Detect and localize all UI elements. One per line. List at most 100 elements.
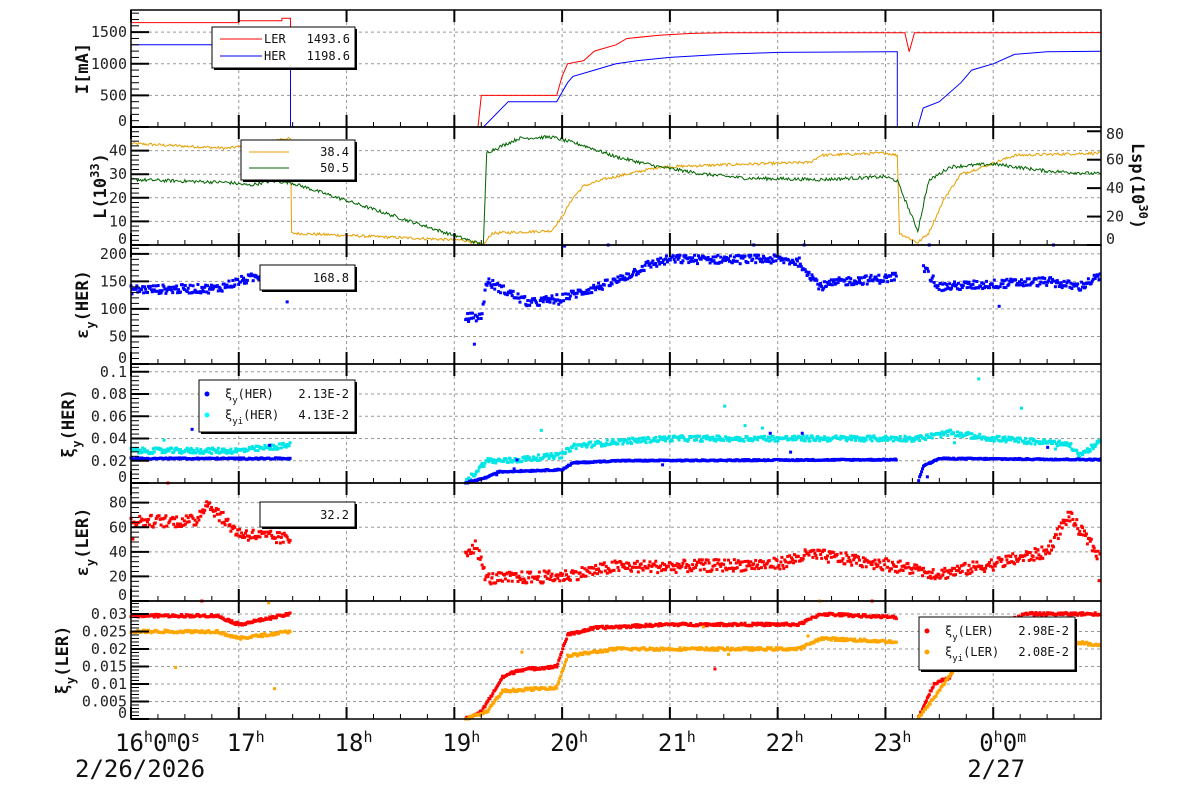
data-point	[871, 279, 875, 283]
data-point	[560, 670, 564, 674]
data-point	[634, 625, 638, 629]
data-point	[1067, 515, 1071, 519]
data-point	[275, 541, 278, 545]
data-point	[1089, 537, 1093, 541]
data-point	[1000, 439, 1004, 443]
data-point	[547, 687, 551, 691]
data-point	[859, 276, 863, 280]
data-point	[739, 569, 743, 573]
data-point	[603, 627, 607, 631]
data-point	[514, 469, 518, 473]
data-point	[724, 258, 728, 262]
data-point	[1014, 554, 1018, 558]
legend-box	[259, 264, 356, 291]
data-point	[249, 536, 253, 540]
data-point	[159, 447, 163, 451]
data-point	[616, 275, 620, 279]
data-point	[206, 284, 210, 288]
data-point	[528, 303, 532, 307]
data-point	[1083, 285, 1087, 289]
data-point	[243, 278, 247, 282]
data-point	[761, 437, 765, 441]
data-point	[561, 647, 565, 651]
data-point	[716, 438, 720, 442]
data-point	[236, 621, 240, 625]
data-point	[1045, 613, 1049, 617]
data-point	[590, 291, 594, 295]
data-point	[492, 283, 496, 287]
data-point	[996, 438, 1000, 442]
data-point	[533, 666, 537, 670]
data-point	[199, 447, 203, 451]
data-point	[1027, 277, 1031, 281]
data-point	[608, 284, 612, 288]
data-point	[1037, 276, 1041, 280]
data-point	[825, 554, 829, 558]
data-point	[939, 282, 943, 286]
data-point	[624, 567, 628, 571]
data-point	[1007, 435, 1011, 439]
data-point	[944, 287, 948, 291]
data-point	[485, 283, 489, 287]
data-point	[805, 434, 809, 438]
data-point	[991, 568, 995, 572]
data-point	[934, 284, 938, 288]
data-point	[771, 565, 775, 569]
data-point	[609, 442, 613, 446]
data-point	[658, 435, 662, 439]
data-point	[529, 686, 533, 690]
data-point	[266, 446, 270, 450]
data-point	[667, 646, 671, 650]
data-point	[578, 571, 582, 575]
data-point	[844, 551, 848, 555]
data-point	[979, 567, 983, 571]
data-point	[953, 280, 957, 284]
data-point	[171, 291, 175, 295]
data-point	[1088, 539, 1092, 543]
data-point	[705, 624, 709, 628]
data-point	[824, 612, 828, 616]
data-point	[760, 621, 763, 625]
data-point	[824, 436, 828, 440]
data-point	[879, 566, 883, 570]
data-point	[1088, 449, 1092, 453]
data-point	[988, 436, 992, 440]
data-point	[1046, 441, 1050, 445]
data-point	[243, 447, 247, 451]
data-point	[230, 525, 234, 529]
data-point	[826, 436, 830, 440]
data-point	[535, 577, 539, 581]
data-point	[1076, 282, 1080, 286]
data-point	[607, 568, 611, 572]
data-point	[620, 438, 624, 442]
legend-marker	[204, 391, 210, 397]
data-point	[217, 519, 221, 523]
data-point	[877, 558, 881, 562]
data-point	[504, 458, 508, 462]
data-point	[149, 288, 153, 292]
data-point	[190, 448, 194, 452]
data-point	[263, 632, 267, 636]
data-point	[505, 571, 509, 575]
data-point	[801, 267, 805, 271]
y-label-end: )	[91, 153, 111, 163]
data-point	[1001, 282, 1005, 286]
data-point	[692, 435, 696, 439]
data-point	[522, 689, 526, 693]
legend-marker	[204, 412, 210, 418]
data-point	[663, 568, 667, 572]
data-point	[1075, 284, 1079, 288]
data-point	[649, 265, 653, 269]
data-point	[159, 291, 163, 295]
data-point	[544, 570, 548, 574]
data-point	[811, 555, 815, 559]
data-point	[498, 571, 502, 575]
data-point	[768, 431, 772, 435]
data-point	[1098, 552, 1102, 556]
data-point	[762, 563, 766, 567]
data-point	[553, 578, 557, 582]
legend-value: 4.13E-2	[298, 408, 349, 422]
data-point	[268, 615, 272, 619]
data-point	[576, 578, 580, 582]
data-point	[255, 444, 259, 448]
